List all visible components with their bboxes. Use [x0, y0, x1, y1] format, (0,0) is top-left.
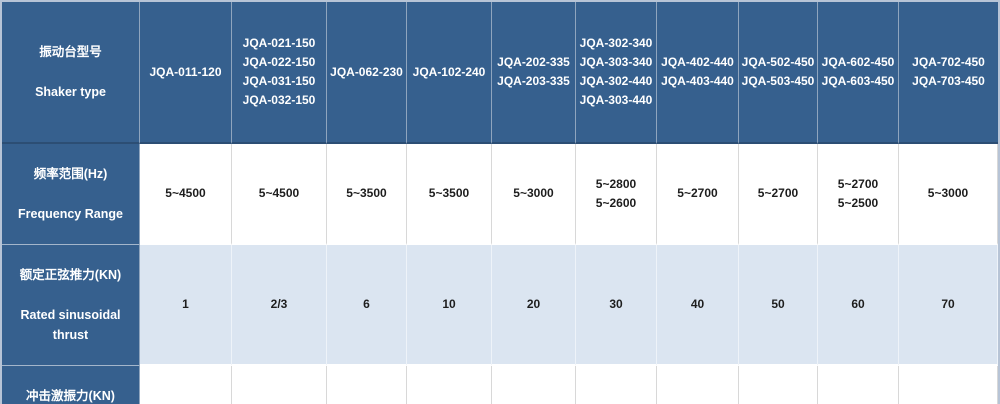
cell-thrust-8: 60 — [818, 245, 899, 366]
cell-shock-0: 2 — [140, 366, 232, 404]
cell-frequency-6: 5~2700 — [657, 144, 739, 245]
row-frequency-range: 频率范围(Hz) Frequency Range 5~4500 5~4500 5… — [2, 144, 998, 245]
col-header-jqa-302-303: JQA-302-340 JQA-303-340 JQA-302-440 JQA-… — [576, 2, 657, 144]
cell-frequency-9: 5~3000 — [899, 144, 998, 245]
cell-thrust-6: 40 — [657, 245, 739, 366]
row-label-shock-force: 冲击激振力(KN) Shock force — [2, 366, 140, 404]
col-header-jqa-062: JQA-062-230 — [327, 2, 407, 144]
col-header-jqa-102: JQA-102-240 — [407, 2, 492, 144]
col-header-jqa-011: JQA-011-120 — [140, 2, 232, 144]
cell-thrust-7: 50 — [739, 245, 818, 366]
col-header-jqa-202-203: JQA-202-335 JQA-203-335 — [492, 2, 576, 144]
corner-label-zh: 振动台型号 — [39, 45, 102, 59]
cell-thrust-3: 10 — [407, 245, 492, 366]
row-label-frequency-range: 频率范围(Hz) Frequency Range — [2, 144, 140, 245]
header-row: 振动台型号 Shaker type JQA-011-120 JQA-021-15… — [2, 2, 998, 144]
cell-shock-8: 120/180* — [818, 366, 899, 404]
cell-thrust-5: 30 — [576, 245, 657, 366]
cell-frequency-4: 5~3000 — [492, 144, 576, 245]
cell-frequency-7: 5~2700 — [739, 144, 818, 245]
col-header-jqa-502-503: JQA-502-450 JQA-503-450 — [739, 2, 818, 144]
row-label-zh: 额定正弦推力(KN) — [19, 268, 122, 282]
cell-shock-5: 60/90* — [576, 366, 657, 404]
cell-shock-6: 80/120* — [657, 366, 739, 404]
cell-frequency-2: 5~3500 — [327, 144, 407, 245]
cell-frequency-5: 5~2800 5~2600 — [576, 144, 657, 245]
cell-shock-4: 40/60* — [492, 366, 576, 404]
cell-shock-2: 12 — [327, 366, 407, 404]
cell-frequency-8: 5~2700 5~2500 — [818, 144, 899, 245]
corner-cell: 振动台型号 Shaker type — [2, 2, 140, 144]
cell-shock-1: 4/6 — [232, 366, 327, 404]
row-label-rated-thrust: 额定正弦推力(KN) Rated sinusoidal thrust — [2, 245, 140, 366]
cell-thrust-0: 1 — [140, 245, 232, 366]
col-header-jqa-602-603: JQA-602-450 JQA-603-450 — [818, 2, 899, 144]
cell-thrust-2: 6 — [327, 245, 407, 366]
row-rated-thrust: 额定正弦推力(KN) Rated sinusoidal thrust 1 2/3… — [2, 245, 998, 366]
cell-shock-7: 100/150* — [739, 366, 818, 404]
row-label-zh: 冲击激振力(KN) — [26, 389, 115, 403]
row-shock-force: 冲击激振力(KN) Shock force 2 4/6 12 20 40/60*… — [2, 366, 998, 404]
corner-label-en: Shaker type — [35, 85, 106, 99]
cell-thrust-1: 2/3 — [232, 245, 327, 366]
cell-shock-3: 20 — [407, 366, 492, 404]
row-label-en: Rated sinusoidal thrust — [20, 308, 121, 342]
row-label-en: Frequency Range — [18, 207, 123, 221]
col-header-jqa-021-032: JQA-021-150 JQA-022-150 JQA-031-150 JQA-… — [232, 2, 327, 144]
cell-thrust-9: 70 — [899, 245, 998, 366]
row-label-zh: 频率范围(Hz) — [33, 167, 108, 181]
cell-frequency-0: 5~4500 — [140, 144, 232, 245]
col-header-jqa-702-703: JQA-702-450 JQA-703-450 — [899, 2, 998, 144]
cell-shock-9: 140 — [899, 366, 998, 404]
cell-frequency-3: 5~3500 — [407, 144, 492, 245]
col-header-jqa-402-403: JQA-402-440 JQA-403-440 — [657, 2, 739, 144]
cell-thrust-4: 20 — [492, 245, 576, 366]
cell-frequency-1: 5~4500 — [232, 144, 327, 245]
